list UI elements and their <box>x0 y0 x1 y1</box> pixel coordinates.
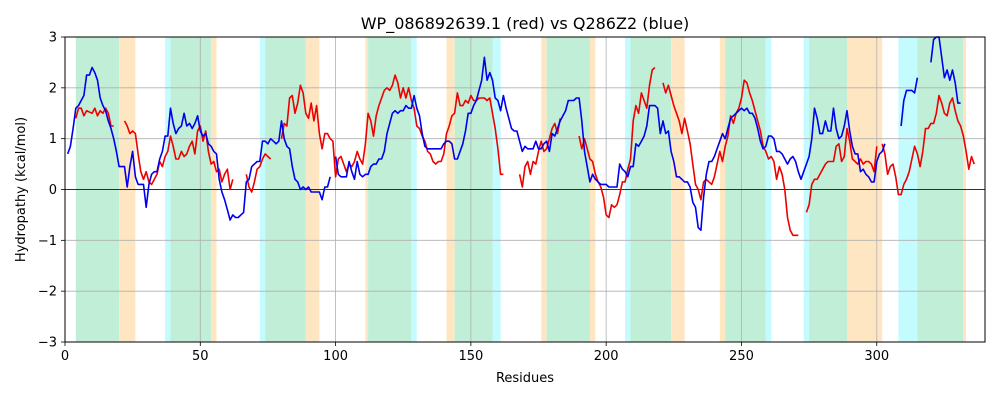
series-red-segment-4 <box>518 118 561 188</box>
x-tick-label: 100 <box>323 349 348 364</box>
series-blue-segment-0 <box>66 66 331 221</box>
x-tick-label: 0 <box>61 349 69 364</box>
y-tick-label: 3 <box>49 31 57 46</box>
series-red-segment-2 <box>245 153 272 193</box>
chart-title: WP_086892639.1 (red) vs Q286Z2 (blue) <box>361 14 690 34</box>
x-tick-label: 200 <box>594 349 619 364</box>
series-red-segment-7 <box>805 127 878 213</box>
x-tick-label: 50 <box>192 349 209 364</box>
series-red-segment-5 <box>578 66 656 219</box>
ticks-layer: 0 50 100 150 200 250 300 −3 −2 −1 0 1 2 3 <box>38 31 889 365</box>
series-red-segment-3 <box>280 74 504 178</box>
y-tick-label: 2 <box>49 81 57 96</box>
series-red-segment-1 <box>123 120 234 191</box>
series-blue-segment-1 <box>334 56 886 231</box>
y-axis-label: Hydropathy (kcal/mol) <box>14 117 29 262</box>
series-layer <box>66 36 975 237</box>
series-red-segment-6 <box>662 79 799 237</box>
y-tick-label: −2 <box>38 285 57 300</box>
x-tick-label: 150 <box>458 349 483 364</box>
y-tick-label: 1 <box>49 132 57 147</box>
y-tick-label: 0 <box>49 183 57 198</box>
x-tick-label: 250 <box>729 349 754 364</box>
x-axis-label: Residues <box>496 371 554 386</box>
y-tick-label: −3 <box>38 336 57 351</box>
series-red-segment-8 <box>881 94 975 196</box>
series-red-segment-0 <box>75 107 114 127</box>
y-tick-label: −1 <box>38 234 57 249</box>
series-blue-segment-2 <box>900 77 919 127</box>
x-tick-label: 300 <box>864 349 889 364</box>
